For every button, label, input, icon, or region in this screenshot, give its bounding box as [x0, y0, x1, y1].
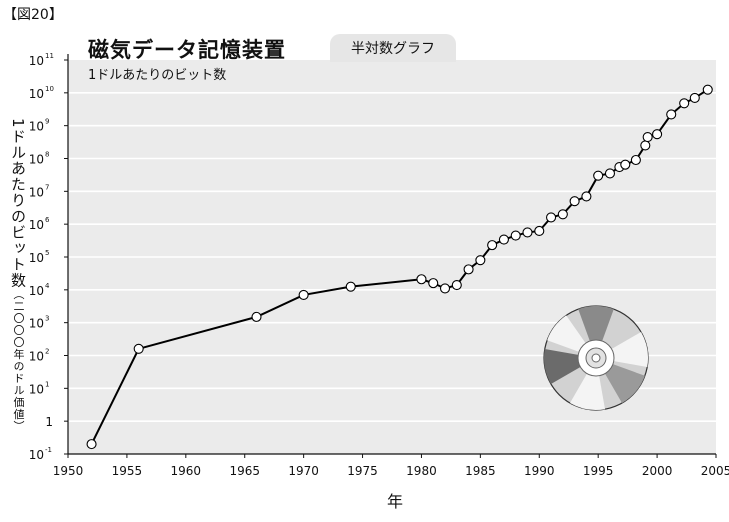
data-point: [499, 235, 508, 244]
y-tick-base: 10: [29, 382, 44, 396]
x-tick-label: 1955: [112, 464, 143, 478]
y-tick-base: 10: [29, 87, 44, 101]
y-axis-label: 1ドルあたりのビット数（二〇〇〇年のドル価値）: [5, 118, 29, 448]
y-axis-label-main: 1ドルあたりのビット数: [9, 118, 27, 289]
data-point: [641, 141, 650, 150]
data-point: [535, 226, 544, 235]
data-point: [452, 281, 461, 290]
y-tick-label: 10 2: [29, 348, 50, 364]
data-point: [134, 344, 143, 353]
data-point: [570, 197, 579, 206]
x-tick-label: 1980: [406, 464, 437, 478]
y-tick-label: 10 8: [29, 151, 50, 167]
x-tick-label: 1965: [229, 464, 260, 478]
y-tick-exponent: 1: [45, 380, 49, 388]
data-point: [511, 231, 520, 240]
y-tick-base: 10: [29, 185, 44, 199]
data-point: [594, 171, 603, 180]
data-point: [631, 156, 640, 165]
chart-title: 磁気データ記憶装置: [88, 34, 286, 64]
x-tick-label: 1990: [524, 464, 555, 478]
y-tick-exponent: 11: [45, 52, 54, 60]
x-tick-label: 2000: [642, 464, 673, 478]
data-point: [605, 169, 614, 178]
y-tick-label: 10 3: [29, 315, 50, 331]
data-point: [558, 210, 567, 219]
y-tick-exponent: 10: [45, 85, 54, 93]
chart-subtitle: 1ドルあたりのビット数: [88, 64, 226, 83]
y-tick-base: 10: [29, 153, 44, 167]
data-point: [346, 282, 355, 291]
data-point: [464, 265, 473, 274]
y-tick-base: 10: [29, 350, 44, 364]
data-point: [429, 279, 438, 288]
y-tick-label: 10 5: [29, 249, 50, 265]
y-tick-label: 10 1: [29, 380, 50, 396]
x-axis-label: 年: [387, 488, 403, 512]
data-point: [299, 290, 308, 299]
y-tick-exponent: 6: [45, 216, 50, 224]
data-point: [87, 440, 96, 449]
y-tick-base: 10: [29, 218, 44, 232]
scale-type-tab: 半対数グラフ: [330, 34, 456, 62]
y-tick-label: 1: [45, 415, 53, 429]
x-tick-label: 2005: [701, 464, 729, 478]
y-tick-base: 10: [29, 448, 44, 462]
data-point: [441, 284, 450, 293]
data-point: [653, 130, 662, 139]
y-tick-exponent: 9: [45, 118, 49, 126]
y-tick-base: 10: [29, 120, 44, 134]
y-tick-exponent: 5: [45, 249, 49, 257]
y-tick-exponent: 4: [45, 282, 50, 290]
y-tick-exponent: 7: [45, 183, 49, 191]
data-point: [488, 241, 497, 250]
y-tick-base: 1: [45, 415, 53, 429]
data-point: [667, 110, 676, 119]
data-point: [547, 213, 556, 222]
data-point: [523, 228, 532, 237]
y-tick-label: 10 6: [29, 216, 50, 232]
y-tick-exponent: -1: [45, 446, 52, 454]
y-axis-label-note: （二〇〇〇年のドル価値）: [12, 289, 25, 433]
data-point: [643, 133, 652, 142]
x-tick-label: 1985: [465, 464, 496, 478]
y-tick-label: 10 7: [29, 183, 50, 199]
y-tick-label: 10 4: [29, 282, 50, 298]
figure-label: 【図20】: [3, 4, 63, 24]
data-point: [582, 192, 591, 201]
data-point: [680, 99, 689, 108]
x-tick-label: 1950: [53, 464, 84, 478]
data-point: [417, 275, 426, 284]
y-tick-base: 10: [29, 251, 44, 265]
data-point: [703, 85, 712, 94]
data-point: [476, 256, 485, 265]
data-point: [621, 160, 630, 169]
y-tick-label: 10 11: [29, 52, 54, 68]
y-tick-base: 10: [29, 54, 44, 68]
x-tick-label: 1970: [288, 464, 319, 478]
y-tick-label: 10 9: [29, 118, 50, 134]
x-tick-label: 1960: [171, 464, 202, 478]
y-tick-label: 10 -1: [29, 446, 52, 462]
y-tick-exponent: 2: [45, 348, 49, 356]
y-tick-base: 10: [29, 284, 44, 298]
y-tick-exponent: 8: [45, 151, 49, 159]
y-tick-base: 10: [29, 317, 44, 331]
y-tick-exponent: 3: [45, 315, 49, 323]
y-tick-label: 10 10: [29, 85, 54, 101]
x-tick-label: 1975: [347, 464, 378, 478]
x-tick-label: 1995: [583, 464, 614, 478]
disk-hole: [592, 354, 600, 362]
data-point: [690, 93, 699, 102]
data-point: [252, 312, 261, 321]
disk-illustration: [544, 306, 648, 410]
x-tick-labels: 1950 1955 1960 1965 1970 1975 1980 1985 1990 1995…: [53, 464, 729, 478]
